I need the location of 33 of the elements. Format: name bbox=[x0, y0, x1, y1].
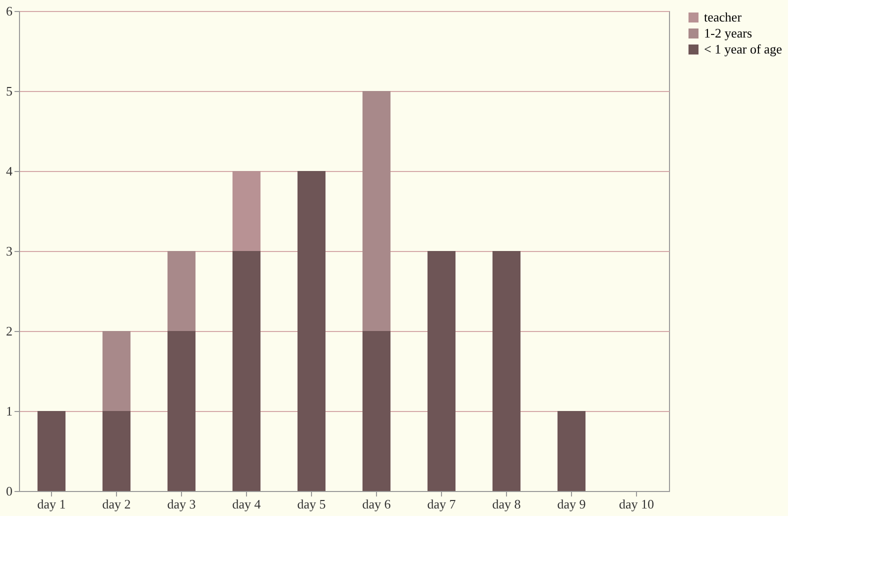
bar bbox=[362, 331, 390, 491]
y-tick-label: 6 bbox=[6, 4, 13, 18]
legend-label: < 1 year of age bbox=[704, 42, 782, 56]
bar bbox=[362, 91, 390, 331]
y-tick-label: 3 bbox=[6, 244, 12, 258]
bar bbox=[102, 331, 130, 411]
legend-label: teacher bbox=[704, 10, 742, 24]
bar bbox=[38, 411, 66, 491]
y-tick-label: 0 bbox=[6, 484, 12, 498]
x-tick-label: day 7 bbox=[427, 496, 456, 512]
bar bbox=[232, 251, 260, 491]
x-tick-label: day 6 bbox=[362, 496, 392, 512]
bar bbox=[168, 331, 196, 491]
bar bbox=[168, 251, 196, 331]
legend-label: 1-2 years bbox=[704, 26, 752, 40]
x-tick-label: day 1 bbox=[37, 496, 66, 512]
y-tick-label: 2 bbox=[6, 324, 12, 338]
bar bbox=[298, 171, 326, 491]
y-tick-label: 4 bbox=[6, 164, 13, 178]
x-tick-label: day 10 bbox=[618, 496, 654, 512]
bar bbox=[428, 251, 456, 491]
bar bbox=[232, 171, 260, 251]
x-tick-label: day 8 bbox=[492, 496, 521, 512]
y-tick-label: 5 bbox=[6, 84, 12, 98]
x-tick-label: day 4 bbox=[232, 496, 262, 512]
x-tick-label: day 2 bbox=[102, 496, 131, 512]
x-tick-label: day 5 bbox=[297, 496, 326, 512]
bar bbox=[102, 411, 130, 491]
bar bbox=[492, 251, 520, 491]
x-tick-label: day 3 bbox=[167, 496, 196, 512]
x-tick-label: day 9 bbox=[557, 496, 586, 512]
bar bbox=[558, 411, 586, 491]
y-tick-label: 1 bbox=[6, 404, 12, 418]
